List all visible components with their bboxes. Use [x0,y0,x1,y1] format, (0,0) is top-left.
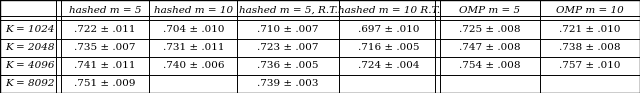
Text: .754 ± .008: .754 ± .008 [459,61,520,70]
Text: K = 1024: K = 1024 [6,25,55,34]
Text: OMP m = 10: OMP m = 10 [556,6,624,15]
Text: .722 ± .011: .722 ± .011 [74,25,136,34]
Text: .704 ± .010: .704 ± .010 [163,25,224,34]
Text: .739 ± .003: .739 ± .003 [257,79,319,88]
Text: .725 ± .008: .725 ± .008 [459,25,520,34]
Text: OMP m = 5: OMP m = 5 [459,6,520,15]
Text: hashed m = 5: hashed m = 5 [68,6,141,15]
Text: hashed m = 10: hashed m = 10 [154,6,233,15]
Text: .751 ± .009: .751 ± .009 [74,79,136,88]
Text: .716 ± .005: .716 ± .005 [358,43,420,52]
Text: K = 2048: K = 2048 [6,43,55,52]
Text: .723 ± .007: .723 ± .007 [257,43,319,52]
Text: K = 4096: K = 4096 [6,61,55,70]
Text: .724 ± .004: .724 ± .004 [358,61,420,70]
Text: .740 ± .006: .740 ± .006 [163,61,224,70]
Text: .731 ± .011: .731 ± .011 [163,43,224,52]
Text: .710 ± .007: .710 ± .007 [257,25,319,34]
Text: .735 ± .007: .735 ± .007 [74,43,136,52]
Text: .697 ± .010: .697 ± .010 [358,25,420,34]
Text: .757 ± .010: .757 ± .010 [559,61,621,70]
Text: hashed m = 10 R.T.: hashed m = 10 R.T. [338,6,440,15]
Text: .741 ± .011: .741 ± .011 [74,61,136,70]
Text: K = 8092: K = 8092 [6,79,55,88]
Text: .721 ± .010: .721 ± .010 [559,25,621,34]
Text: .747 ± .008: .747 ± .008 [459,43,520,52]
Text: .736 ± .005: .736 ± .005 [257,61,319,70]
Text: hashed m = 5, R.T.: hashed m = 5, R.T. [239,6,337,15]
Text: .738 ± .008: .738 ± .008 [559,43,621,52]
